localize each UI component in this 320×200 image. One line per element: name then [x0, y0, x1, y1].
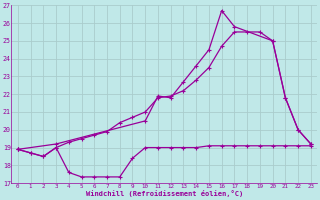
X-axis label: Windchill (Refroidissement éolien,°C): Windchill (Refroidissement éolien,°C)	[86, 190, 243, 197]
